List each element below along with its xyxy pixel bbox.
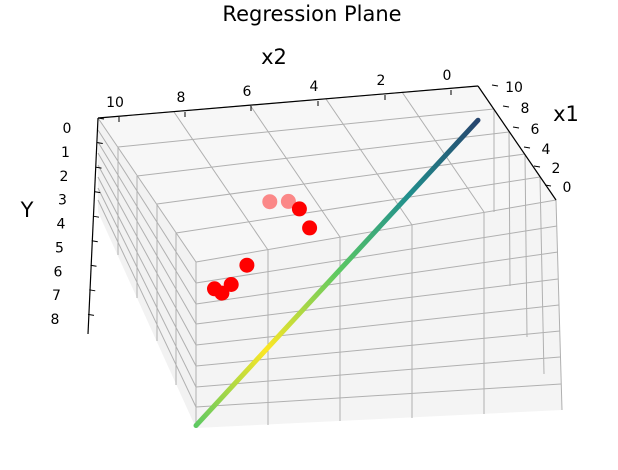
x1-axis-line (477, 85, 557, 201)
x1-tick-label: 10 (505, 80, 523, 96)
x1-tick-label: 6 (531, 122, 540, 138)
y-tick-label: 4 (57, 217, 66, 233)
x1-tick-label: 8 (521, 101, 530, 117)
x2-tick-label: 0 (443, 68, 452, 84)
data-point (262, 194, 278, 210)
y-tick-mark (91, 240, 98, 243)
y-tick-mark (92, 215, 100, 218)
y-tick-label: 0 (63, 121, 72, 137)
floor-pane (98, 86, 556, 262)
y-tick-mark (87, 313, 95, 316)
x2-tick-label: 6 (243, 84, 252, 100)
points-layer-front (207, 201, 318, 301)
axis-panes (98, 86, 562, 428)
regression-plane (193, 117, 481, 429)
y-tick-label: 6 (54, 264, 63, 280)
x1-tick-label: 4 (542, 142, 551, 158)
x1-tick-mark (544, 184, 552, 187)
data-point (207, 281, 222, 297)
x2-tick-label: 8 (177, 90, 186, 106)
x1-tick-mark (491, 84, 499, 87)
x2-tick-label: 2 (377, 73, 386, 89)
y-tick-mark (95, 166, 102, 169)
y-tick-mark (94, 191, 101, 194)
chart-title: Regression Plane (222, 2, 401, 26)
y-tick-label: 5 (55, 240, 64, 256)
data-point (291, 201, 307, 217)
x2-tick-label: 4 (310, 79, 319, 95)
y-tick-mark (89, 289, 96, 292)
x1-tick-mark (523, 146, 531, 149)
data-point (239, 257, 255, 273)
x2-axis-line (97, 85, 479, 119)
x1-tick-label: 0 (563, 180, 572, 196)
y-tick-mark (97, 117, 105, 120)
y-tick-label: 2 (60, 169, 69, 185)
points-layer-back (262, 193, 296, 210)
y-tick-mark (90, 264, 97, 267)
y-axis-line (87, 117, 99, 335)
y-tick-label: 7 (52, 288, 61, 304)
x1-tick-mark (502, 105, 510, 108)
y-tick-mark (96, 142, 103, 145)
y-tick-label: 8 (51, 312, 60, 328)
x1-tick-mark (512, 126, 520, 129)
y-tick-label: 3 (58, 193, 67, 209)
data-point (302, 220, 318, 236)
y-tick-label: 1 (61, 145, 70, 161)
x1-tick-label: 2 (552, 161, 561, 177)
data-point (280, 193, 296, 209)
z-axis-label: Y (20, 198, 34, 222)
x1-tick-mark (533, 165, 541, 168)
front-pane (196, 200, 562, 428)
x2-tick-label: 10 (106, 95, 124, 111)
surface-layer (193, 117, 481, 429)
y-axis-label: x2 (261, 45, 287, 69)
axis-lines (87, 85, 557, 335)
x-axis-label: x1 (553, 102, 579, 126)
